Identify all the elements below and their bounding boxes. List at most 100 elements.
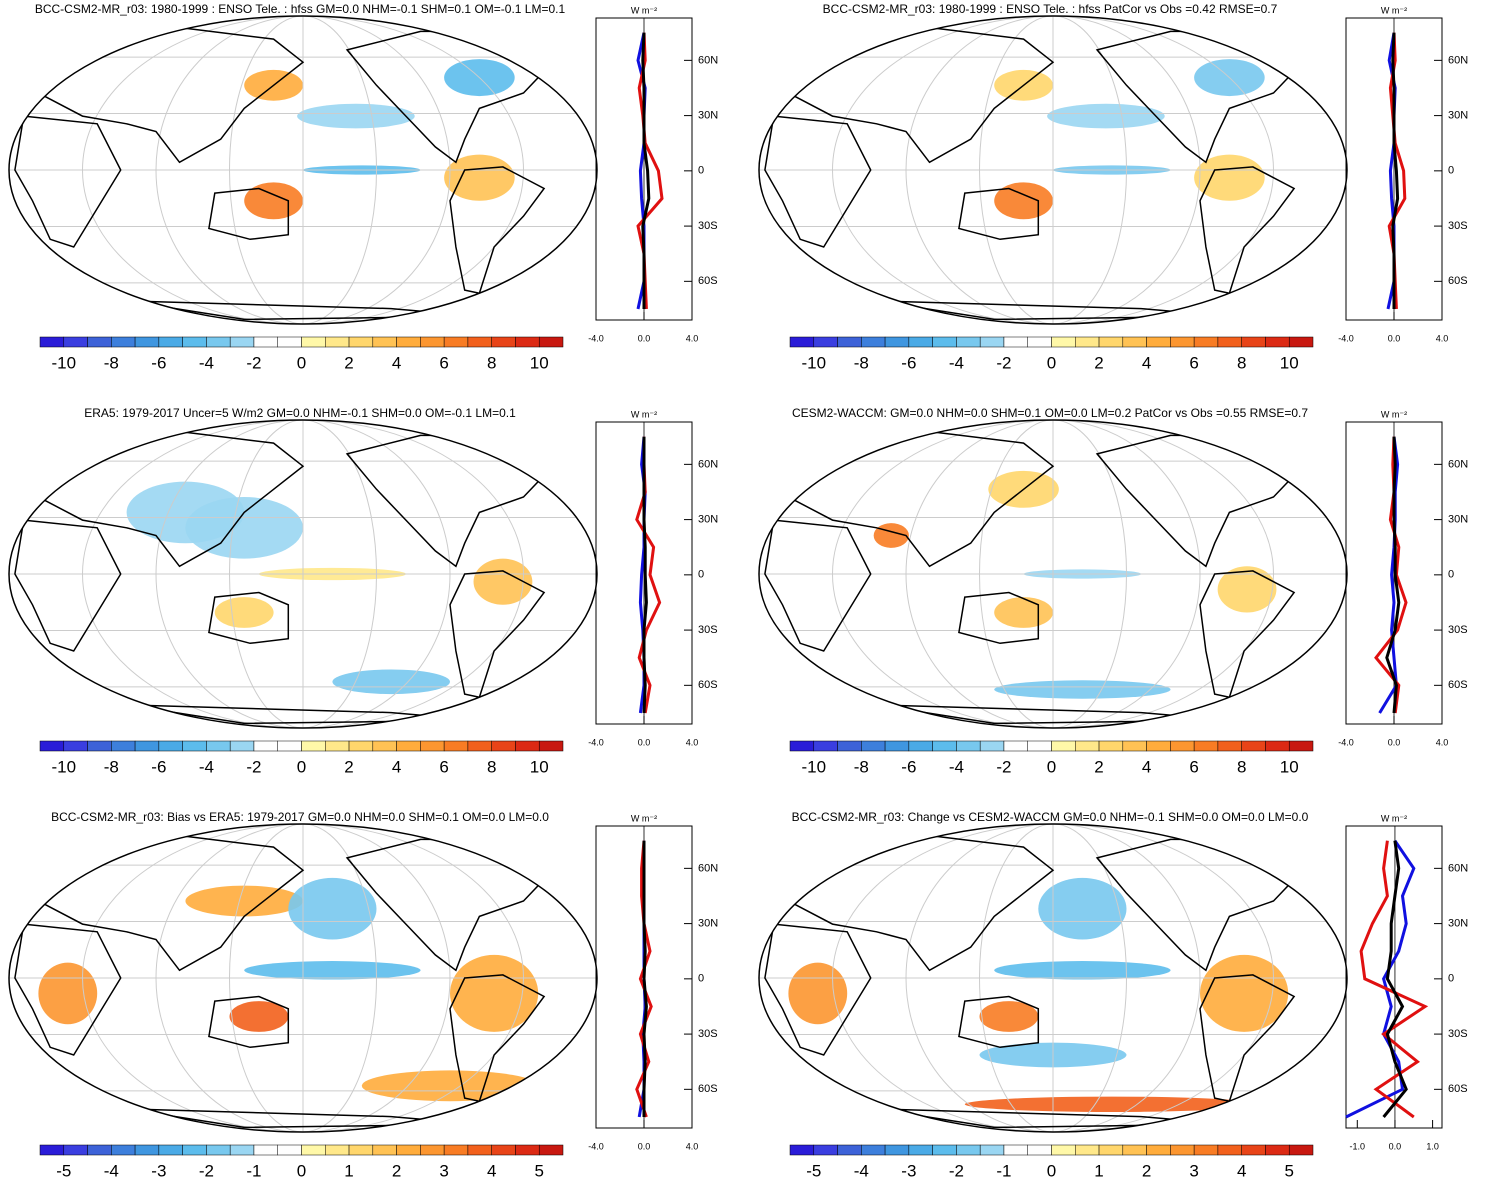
y-tick-label: 30N	[1448, 110, 1468, 122]
anomaly-field	[994, 597, 1053, 628]
colorbar-label: 3	[1189, 1161, 1198, 1180]
coastline	[764, 115, 872, 248]
colorbar-box	[956, 1144, 981, 1156]
colorbar-box	[301, 740, 326, 752]
units-label: W m⁻²	[1381, 409, 1407, 419]
y-tick-label: 60S	[1448, 275, 1468, 287]
colorbar-box	[372, 740, 397, 752]
y-tick-label: 30S	[1448, 624, 1468, 636]
colorbar-box	[1122, 740, 1147, 752]
x-tick-label: -4.0	[1338, 333, 1354, 343]
x-tick-label: 4.0	[686, 1141, 699, 1151]
y-tick-label: 0	[698, 973, 704, 985]
colorbar-label: -4	[949, 757, 964, 776]
colorbar-box	[158, 740, 183, 752]
colorbar-box	[253, 336, 278, 348]
y-tick-label: 30S	[698, 624, 718, 636]
colorbar-box	[87, 1144, 112, 1156]
colorbar-box	[1075, 1144, 1100, 1156]
units-label: W m⁻²	[1381, 813, 1407, 823]
colorbar-label: 8	[487, 353, 496, 372]
colorbar-box	[277, 336, 302, 348]
anomaly-field	[332, 669, 451, 695]
colorbar-label: -3	[151, 1161, 166, 1180]
map-border	[8, 823, 598, 1133]
colorbar-box	[63, 336, 88, 348]
meridian	[155, 824, 451, 1132]
x-tick-label: 0.0	[1388, 737, 1401, 747]
coastline	[1199, 166, 1296, 295]
anomaly-field	[450, 954, 539, 1032]
colorbar-label: 2	[1094, 353, 1103, 372]
y-tick-label: 0	[698, 165, 704, 177]
colorbar-box	[1193, 740, 1219, 752]
y-tick-label: 0	[698, 569, 704, 581]
colorbar-label: 0	[297, 757, 306, 776]
colorbar-box	[1241, 1144, 1266, 1156]
coastline	[14, 519, 122, 652]
coastline	[14, 115, 122, 248]
colorbar-label: -6	[151, 353, 166, 372]
colorbar-box	[1075, 740, 1100, 752]
zonal-mean-line	[642, 436, 648, 714]
colorbar-box	[467, 336, 492, 348]
colorbar-label: -2	[996, 757, 1011, 776]
colorbar-label: -8	[854, 757, 869, 776]
colorbar-box	[206, 740, 231, 752]
colorbar-label: 1	[1094, 1161, 1103, 1180]
colorbar-box	[837, 1144, 862, 1156]
colorbar-label: 8	[1237, 353, 1246, 372]
coastline	[764, 923, 872, 1056]
anomaly-field	[185, 497, 303, 559]
map	[759, 824, 1347, 1132]
colorbar-box	[420, 740, 445, 752]
colorbar-label: -2	[246, 757, 261, 776]
coastline	[958, 591, 1040, 645]
y-tick-label: 60N	[1448, 458, 1468, 470]
colorbar-box	[956, 740, 981, 752]
colorbar-box	[1193, 336, 1219, 348]
meridian	[155, 16, 451, 324]
colorbar-label: 0	[1047, 353, 1056, 372]
colorbar-box	[515, 740, 540, 752]
colorbar-box	[515, 1144, 540, 1156]
colorbar-label: 2	[1142, 1161, 1151, 1180]
y-tick-label: 30S	[1448, 220, 1468, 232]
colorbar-label: 10	[530, 353, 549, 372]
colorbar-box	[884, 1144, 910, 1156]
colorbar-box	[325, 740, 350, 752]
map	[9, 420, 597, 728]
coastline	[14, 923, 122, 1056]
anomaly-field	[994, 961, 1171, 980]
colorbar-box	[1288, 740, 1314, 752]
colorbar-box	[229, 740, 255, 752]
colorbar-label: 4	[392, 757, 401, 776]
colorbar-label: -10	[801, 757, 826, 776]
y-tick-label: 60N	[1448, 862, 1468, 874]
colorbar-box	[813, 336, 838, 348]
colorbar-label: 0	[1047, 1161, 1056, 1180]
colorbar-box	[1051, 740, 1076, 752]
colorbar-label: 2	[344, 353, 353, 372]
colorbar-label: -4	[854, 1161, 869, 1180]
coastline	[449, 570, 546, 699]
zonal-mean-line	[1385, 436, 1401, 714]
x-tick-label: 0.0	[1389, 1141, 1402, 1151]
colorbar-label: 1	[344, 1161, 353, 1180]
colorbar-box	[158, 1144, 183, 1156]
x-tick-label: 1.0	[1426, 1141, 1439, 1151]
panel-title: BCC-CSM2-MR_r03: 1980-1999 : ENSO Tele. …	[35, 2, 566, 16]
x-tick-label: 0.0	[638, 737, 651, 747]
colorbar-label: 4	[1142, 353, 1151, 372]
colorbar-box	[932, 336, 957, 348]
panel: BCC-CSM2-MR_r03: 1980-1999 : ENSO Tele. …	[758, 2, 1468, 372]
meridian	[832, 824, 1274, 1132]
x-tick-label: -4.0	[588, 1141, 604, 1151]
colorbar-box	[348, 740, 374, 752]
colorbar-box	[491, 1144, 516, 1156]
meridian	[82, 16, 524, 324]
meridian	[979, 16, 1127, 324]
meridian	[832, 16, 1274, 324]
colorbar-box	[443, 336, 469, 348]
colorbar-box	[538, 1144, 564, 1156]
